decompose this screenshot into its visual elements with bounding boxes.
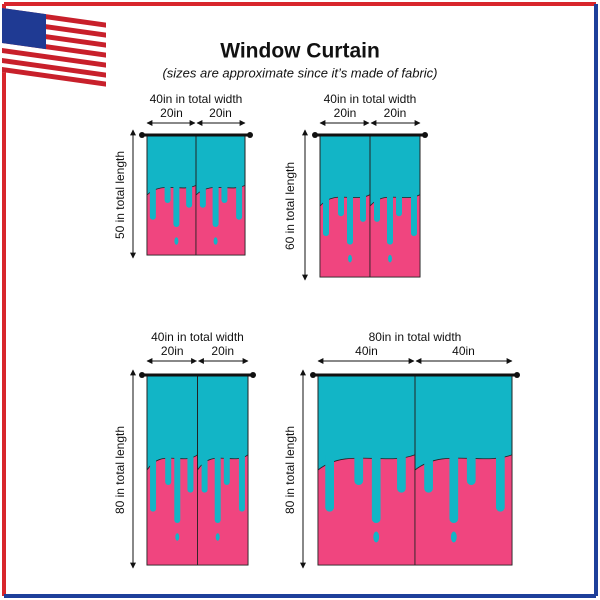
drip	[149, 181, 156, 220]
drop	[373, 531, 380, 543]
drip	[424, 450, 433, 493]
drip	[201, 450, 208, 493]
curtain-set	[139, 132, 253, 256]
curtain-set	[139, 372, 256, 566]
drip	[338, 190, 344, 217]
curtain-set	[310, 372, 520, 566]
drip	[495, 450, 505, 512]
drip	[323, 190, 329, 237]
drip	[223, 450, 230, 485]
drip	[411, 190, 417, 237]
length-label: 80 in total length	[283, 426, 297, 514]
drip	[174, 450, 181, 523]
rod-end	[139, 132, 145, 138]
drop	[388, 254, 392, 263]
drip	[354, 450, 364, 485]
width-label: 40in	[452, 344, 475, 358]
drip	[212, 181, 219, 227]
drop	[348, 254, 352, 263]
rod-end	[312, 132, 318, 138]
drip	[199, 181, 206, 208]
drip	[397, 450, 406, 493]
rod-end	[310, 372, 316, 378]
width-label: 20in	[161, 344, 184, 358]
drip	[396, 190, 402, 217]
drip	[164, 181, 171, 203]
rod-end	[422, 132, 428, 138]
drop	[174, 237, 179, 245]
flag	[2, 8, 106, 87]
width-label: 20in	[160, 106, 183, 120]
total-width-label: 40in in total width	[150, 92, 243, 106]
drip	[325, 450, 335, 512]
drip	[374, 190, 380, 222]
length-label: 80 in total length	[113, 426, 127, 514]
drip	[165, 450, 172, 485]
drip	[387, 190, 393, 245]
title: Window Curtain	[220, 40, 380, 63]
length-label: 50 in total length	[113, 151, 127, 239]
drip	[449, 450, 459, 523]
width-label: 20in	[334, 106, 357, 120]
width-label: 40in	[355, 344, 378, 358]
drip	[360, 190, 366, 222]
total-width-label: 40in in total width	[324, 92, 417, 106]
drip	[214, 450, 221, 523]
total-width-label: 40in in total width	[151, 330, 244, 344]
width-label: 20in	[209, 106, 232, 120]
drip	[236, 181, 243, 220]
rod-end	[139, 372, 145, 378]
drip	[466, 450, 476, 485]
rod-end	[514, 372, 520, 378]
rod-end	[247, 132, 253, 138]
drop	[450, 531, 457, 543]
drip	[150, 450, 157, 512]
width-label: 20in	[384, 106, 407, 120]
drip	[173, 181, 180, 227]
drip	[371, 450, 381, 523]
total-width-label: 80in in total width	[369, 330, 462, 344]
drip	[186, 181, 193, 208]
rod-end	[250, 372, 256, 378]
drip	[238, 450, 245, 512]
drop	[215, 533, 220, 541]
subtitle: (sizes are approximate since it’s made o…	[162, 65, 437, 80]
drip	[187, 450, 194, 493]
length-label: 60 in total length	[283, 162, 297, 250]
width-label: 20in	[211, 344, 234, 358]
drop	[213, 237, 218, 245]
drop	[175, 533, 180, 541]
drip	[221, 181, 228, 203]
drip	[347, 190, 353, 245]
curtain-set	[312, 132, 428, 278]
